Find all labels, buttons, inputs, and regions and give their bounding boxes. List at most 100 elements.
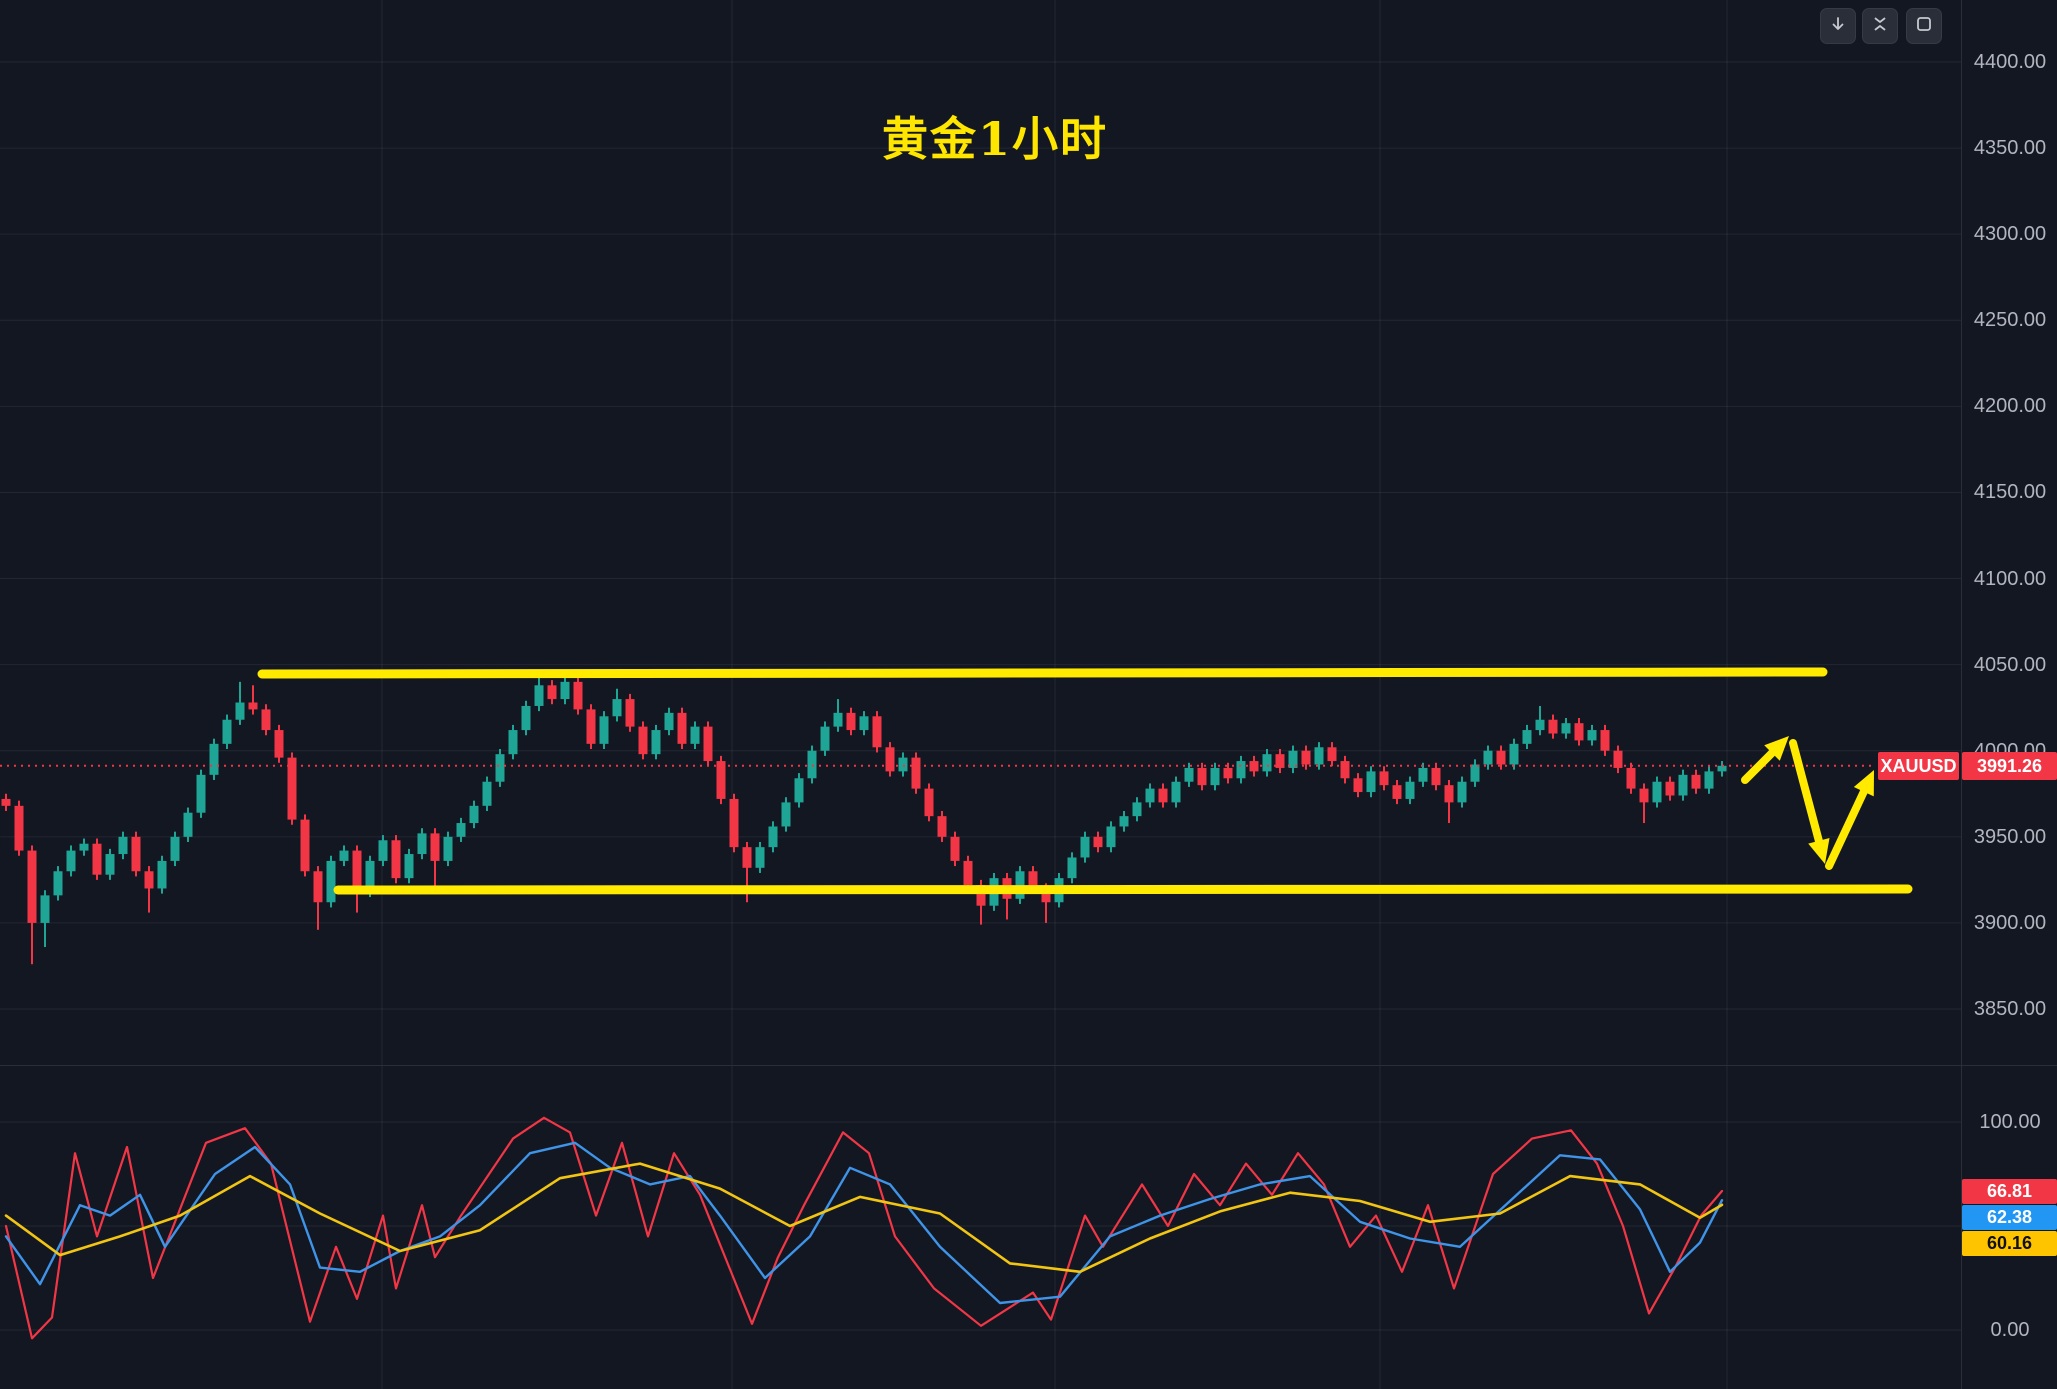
candle-body bbox=[443, 836, 453, 861]
candle-body bbox=[1535, 719, 1545, 731]
candle-body bbox=[872, 716, 882, 748]
pane-separator[interactable] bbox=[0, 1065, 2057, 1066]
candle-body bbox=[92, 843, 102, 875]
forecast-arrow[interactable] bbox=[1825, 787, 1868, 870]
candle-body bbox=[781, 802, 791, 827]
candle-body bbox=[1678, 774, 1688, 796]
candle-body bbox=[547, 685, 557, 700]
symbol-badge: XAUUSD bbox=[1878, 751, 1959, 780]
oscillator-line-fast bbox=[4, 1116, 1724, 1340]
candle-body bbox=[1314, 747, 1324, 765]
candle-body bbox=[1652, 781, 1662, 803]
candle-body bbox=[651, 730, 661, 755]
forecast-arrow-head[interactable] bbox=[1764, 736, 1789, 761]
candle-body bbox=[66, 850, 76, 872]
price-axis-label: 3950.00 bbox=[1973, 825, 2047, 848]
candle-body bbox=[274, 730, 284, 758]
candle-body bbox=[261, 709, 271, 731]
forecast-arrow-head[interactable] bbox=[1853, 770, 1874, 797]
candle-body bbox=[911, 757, 921, 789]
candle-body bbox=[573, 681, 583, 710]
candle-body bbox=[1028, 871, 1038, 889]
candle-body bbox=[1327, 747, 1337, 762]
candle-body bbox=[937, 816, 947, 837]
maximize-icon bbox=[1915, 15, 1933, 38]
candle-body bbox=[1613, 750, 1623, 768]
candle-body bbox=[131, 836, 141, 872]
collapse-pane-button[interactable] bbox=[1862, 8, 1898, 44]
candle-body bbox=[664, 712, 674, 731]
candle-body bbox=[1392, 785, 1402, 799]
candle-body bbox=[430, 833, 440, 861]
candle-body bbox=[690, 726, 700, 744]
candle-body bbox=[612, 699, 622, 717]
candle-body bbox=[352, 850, 362, 892]
candle-body bbox=[1210, 767, 1220, 786]
resistance-trendline[interactable] bbox=[257, 667, 1828, 679]
candle-body bbox=[248, 702, 258, 710]
price-axis-label: 4250.00 bbox=[1973, 309, 2047, 332]
candle-body bbox=[1444, 785, 1454, 803]
candle-body bbox=[638, 726, 648, 755]
candle-body bbox=[885, 747, 895, 772]
candle-body bbox=[1431, 767, 1441, 786]
candle-body bbox=[118, 836, 128, 855]
candle-body bbox=[1418, 767, 1428, 782]
candle-body bbox=[27, 850, 37, 923]
candle-body bbox=[1366, 771, 1376, 793]
candle-body bbox=[1600, 730, 1610, 751]
candle-body bbox=[521, 705, 531, 731]
oscillator-line-slow bbox=[4, 1162, 1724, 1274]
candle-body bbox=[1, 798, 11, 806]
candle-body bbox=[391, 840, 401, 879]
forecast-arrow[interactable] bbox=[1789, 739, 1823, 845]
candle-body bbox=[924, 788, 934, 817]
candle-body bbox=[963, 860, 973, 886]
candle-body bbox=[404, 854, 414, 879]
candle-body bbox=[625, 699, 635, 727]
candle-body bbox=[807, 750, 817, 779]
last-price-badge: 3991.26 bbox=[1962, 751, 2057, 780]
candle-body bbox=[495, 754, 505, 782]
candle-body bbox=[1080, 836, 1090, 858]
candle-body bbox=[1197, 767, 1207, 786]
forecast-arrow-head[interactable] bbox=[1808, 837, 1830, 864]
price-axis-label: 4350.00 bbox=[1973, 137, 2047, 160]
support-trendline[interactable] bbox=[333, 884, 1913, 895]
candle-body bbox=[378, 840, 388, 861]
indicator-value-badge: 60.16 bbox=[1962, 1231, 2057, 1257]
candle-body bbox=[183, 812, 193, 837]
candle-body bbox=[1236, 761, 1246, 779]
candle-body bbox=[820, 726, 830, 751]
candle-body bbox=[105, 854, 115, 875]
candle-body bbox=[950, 836, 960, 861]
candle-body bbox=[1171, 781, 1181, 803]
maximize-pane-button[interactable] bbox=[1906, 8, 1942, 44]
candle-body bbox=[1405, 781, 1415, 799]
candle-body bbox=[1340, 761, 1350, 779]
candle-body bbox=[1119, 816, 1129, 827]
candle-body bbox=[1639, 788, 1649, 803]
candle-body bbox=[339, 850, 349, 861]
candle-body bbox=[144, 871, 154, 889]
candle-body bbox=[1067, 857, 1077, 879]
candle-body bbox=[326, 860, 336, 903]
candle-body bbox=[1093, 836, 1103, 848]
candle-body bbox=[1275, 754, 1285, 768]
candle-body bbox=[209, 743, 219, 775]
candle-body bbox=[1691, 774, 1701, 789]
forecast-arrow[interactable] bbox=[1741, 748, 1777, 784]
indicator-axis-label: 100.00 bbox=[1979, 1111, 2041, 1133]
candle-body bbox=[1587, 730, 1597, 741]
price-axis-border bbox=[1961, 0, 1962, 1389]
scroll-to-latest-button[interactable] bbox=[1820, 8, 1856, 44]
candle-body bbox=[287, 757, 297, 820]
indicator-value-badge: 62.38 bbox=[1962, 1205, 2057, 1231]
candle-body bbox=[1379, 771, 1389, 786]
candle-body bbox=[599, 716, 609, 744]
candle-body bbox=[1548, 719, 1558, 734]
price-axis-label: 4300.00 bbox=[1973, 223, 2047, 246]
price-axis-label: 3850.00 bbox=[1973, 998, 2047, 1020]
candle-body bbox=[235, 702, 245, 720]
